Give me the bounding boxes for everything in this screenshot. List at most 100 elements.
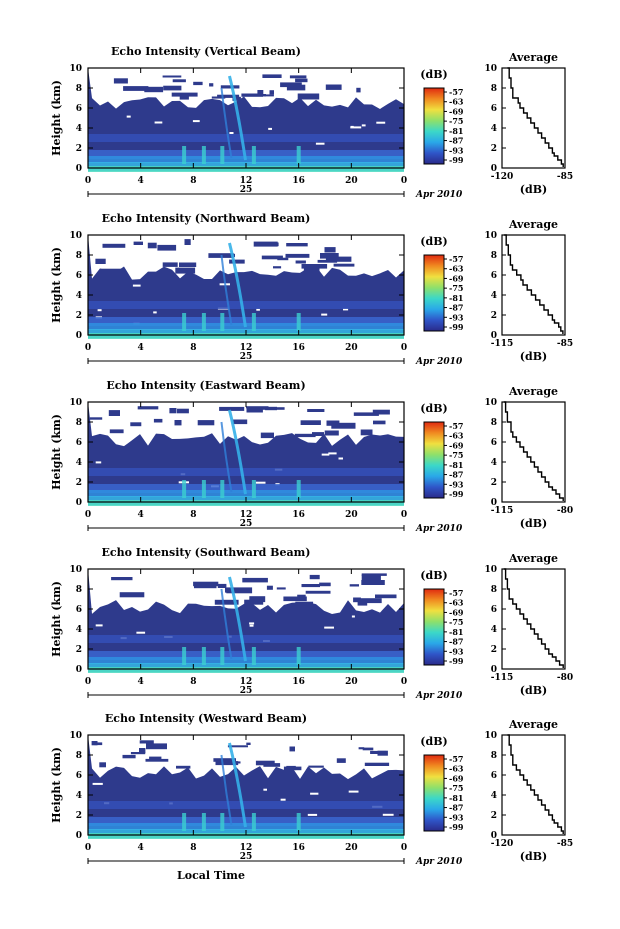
y-axis-label: Height (km) <box>50 80 63 156</box>
avg-y-tick-label: 2 <box>491 311 497 321</box>
colorbar-tick-label: -87 <box>449 136 463 146</box>
echo-patch <box>194 585 217 589</box>
echo-patch <box>283 596 307 602</box>
y-tick-label: 8 <box>76 751 82 761</box>
echo-patch <box>297 594 306 599</box>
x-tick-label: 12 <box>240 677 253 687</box>
x-tick-label: 16 <box>292 677 305 687</box>
echo-patch <box>309 574 320 580</box>
x-tick-label: 0 <box>401 176 407 186</box>
colorbar-tick-label: -99 <box>449 822 464 832</box>
x-tick-label: 4 <box>138 843 144 853</box>
echo-gap <box>328 452 337 455</box>
avg-y-tick-label: 6 <box>491 605 497 615</box>
echo-patch <box>95 258 106 264</box>
echo-patch <box>361 574 381 580</box>
echo-plume <box>296 146 301 164</box>
colorbar-tick-label: -87 <box>449 470 463 480</box>
x-tick-label: 8 <box>190 843 196 853</box>
echo-patch <box>353 597 361 603</box>
echo-patch <box>153 418 163 423</box>
echo-patch <box>349 584 359 587</box>
panel-2: Echo Intensity (Eastward Beam) Height (km… <box>50 379 573 534</box>
echo-patch <box>89 417 103 420</box>
echo-patch <box>373 420 386 425</box>
heatmap-area <box>88 235 404 339</box>
colorbar-tick-label: -81 <box>449 293 463 303</box>
day-label: 25 <box>240 852 253 862</box>
echo-plume <box>201 480 206 498</box>
y-tick-label: 2 <box>76 811 82 821</box>
colorbar-tick-label: -81 <box>449 793 463 803</box>
echo-patch <box>217 94 240 98</box>
y-tick-label: 4 <box>76 124 82 134</box>
panel-1: Echo Intensity (Northward Beam) Height (k… <box>50 212 573 367</box>
echo-patch <box>137 406 159 410</box>
day-label: 25 <box>240 519 253 529</box>
colorbar-tick-label: -69 <box>449 773 464 783</box>
y-tick-label: 4 <box>76 791 82 801</box>
echo-gap <box>255 481 266 484</box>
echo-patch <box>246 742 251 745</box>
echo-patch <box>102 243 126 248</box>
avg-frame <box>501 234 566 336</box>
avg-profile-line <box>507 67 564 167</box>
y-tick-label: 10 <box>69 731 82 741</box>
convective-streak <box>220 87 233 159</box>
avg-y-tick-label: 10 <box>484 565 497 575</box>
y-tick-label: 0 <box>76 665 82 675</box>
avg-profile-line <box>507 734 564 834</box>
convective-streak <box>220 754 233 826</box>
y-tick-label: 0 <box>76 164 82 174</box>
colorbar <box>423 421 445 499</box>
x-tick-label: 4 <box>138 677 144 687</box>
colorbar <box>423 254 445 332</box>
echo-layer <box>88 468 404 476</box>
colorbar-tick-label: -87 <box>449 303 463 313</box>
echo-patch <box>179 262 197 267</box>
echo-patch <box>174 420 182 426</box>
y-tick-label: 2 <box>76 144 82 154</box>
echo-patch <box>163 85 182 91</box>
echo-patch <box>184 239 191 245</box>
echo-patch <box>175 267 196 274</box>
colorbar-tick-label: -57 <box>449 421 463 431</box>
x-tick-label: 20 <box>345 510 358 520</box>
echo-gap <box>361 124 366 127</box>
avg-y-tick-label: 8 <box>491 84 497 94</box>
colorbar-tick-label: -63 <box>449 764 464 774</box>
avg-y-tick-label: 0 <box>491 831 497 841</box>
echo-patch <box>193 581 219 587</box>
avg-x-tick-label: -85 <box>557 339 573 349</box>
no-data-region <box>88 68 404 109</box>
colorbar-tick-label: -81 <box>449 460 463 470</box>
echo-patch <box>242 577 268 583</box>
heatmap-area <box>88 735 404 839</box>
month-year-label: Apr 2010 <box>415 190 463 200</box>
y-tick-label: 2 <box>76 311 82 321</box>
y-tick-label: 6 <box>76 605 82 615</box>
echo-patch <box>265 406 277 411</box>
avg-profile-line <box>503 401 564 501</box>
echo-patch <box>331 422 356 429</box>
echo-patch <box>301 584 320 588</box>
month-year-label: Apr 2010 <box>415 857 463 867</box>
convective-streak <box>220 421 233 493</box>
echo-gap <box>263 788 267 791</box>
echo-patch <box>333 263 355 267</box>
colorbar-unit: (dB) <box>420 402 447 415</box>
echo-patch <box>144 86 164 93</box>
echo-gap <box>376 121 386 124</box>
y-tick-label: 4 <box>76 625 82 635</box>
echo-patch <box>360 429 373 436</box>
echo-patch <box>232 419 248 425</box>
avg-y-tick-label: 8 <box>491 585 497 595</box>
panel-title: Echo Intensity (Northward Beam) <box>102 212 311 225</box>
echo-gap <box>321 313 328 316</box>
echo-patch <box>300 420 321 425</box>
echo-patch <box>256 242 279 247</box>
echo-patch <box>226 587 253 594</box>
colorbar-tick-label: -99 <box>449 489 464 499</box>
colorbar <box>423 588 445 666</box>
avg-y-tick-label: 0 <box>491 498 497 508</box>
